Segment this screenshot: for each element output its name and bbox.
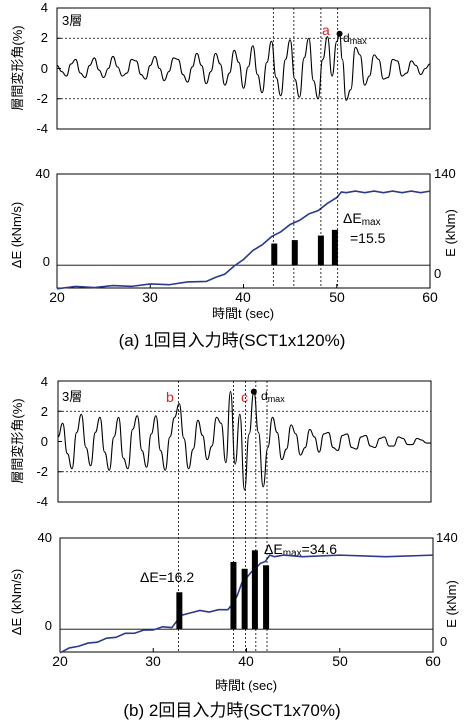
panel-a-ytick: 4 xyxy=(41,0,48,15)
delta-energy-bar xyxy=(317,235,324,266)
panel-a-ytick: -2 xyxy=(36,91,48,106)
panel-a-drift-ylabel: 層間変形角(%) xyxy=(10,25,25,110)
panel-b-xtick: 30 xyxy=(145,653,161,669)
panel-a-xlabel: 時間t (sec) xyxy=(212,306,274,321)
panel-b-annot-delta: ΔE xyxy=(264,541,283,557)
drift-series-line xyxy=(56,33,431,101)
panel-b-ytick-right: 140 xyxy=(436,530,458,545)
panel-b-ytick-left: 0 xyxy=(45,618,52,633)
panel-a-xtick: 60 xyxy=(422,289,438,305)
delta-energy-bar xyxy=(271,243,278,266)
delta-energy-bar xyxy=(291,240,298,266)
panel-a-ytick: 0 xyxy=(41,61,48,76)
panel-a-ytick-left: 0 xyxy=(43,254,50,269)
dmax-point xyxy=(250,388,257,395)
panel-b-energy-ylabel-left: ΔE (kNm/s) xyxy=(9,569,24,635)
panel-a-annot-sub: max xyxy=(362,217,381,228)
panel-b-drift-ylabel: 層間変形角(%) xyxy=(10,398,25,483)
panel-a-energy-ylabel-left: ΔE (kNm/s) xyxy=(9,202,24,268)
delta-energy-bar xyxy=(176,592,183,630)
panel-b-ytick-left: 40 xyxy=(38,530,52,545)
panel-b-dmax-label: dmax xyxy=(261,389,285,404)
panel-a-annot-value: =15.5 xyxy=(350,230,386,246)
panel-b-drift-plot: 3層 層間変形角(%) 4 2 0 -2 -4 b c dmax xyxy=(10,374,432,509)
panel-b-xtick: 50 xyxy=(332,653,348,669)
panel-b-xtick: 20 xyxy=(52,653,68,669)
panel-a-xtick: 40 xyxy=(235,289,251,305)
panel-b-energy-plot: ΔE (kNm/s) E (kNm) 40 0 140 0 20 30 40 5… xyxy=(9,381,459,693)
drift-series-line xyxy=(57,391,431,491)
panel-b-xtick: 40 xyxy=(238,653,254,669)
panel-a-ytick: -4 xyxy=(36,121,48,136)
panel-b-ytick-right: 0 xyxy=(440,634,447,649)
panel-b-annot-left: ΔE=16.2 xyxy=(140,569,194,585)
panel-a-annot-head: ΔEmax xyxy=(343,210,381,228)
panel-a-ytick-right: 140 xyxy=(434,166,456,181)
panel-a-floor-label: 3層 xyxy=(62,13,82,28)
panel-a-xtick: 50 xyxy=(329,289,345,305)
panel-b-ytick: -4 xyxy=(36,494,48,509)
delta-energy-bar xyxy=(263,565,270,630)
delta-energy-bar xyxy=(251,550,258,630)
panel-a-drift-plot: 3層 層間変形角(%) 4 2 0 -2 -4 a dmax xyxy=(10,0,431,136)
panel-a-xtick: 20 xyxy=(49,289,65,305)
panel-a-ytick-left: 40 xyxy=(36,166,50,181)
panel-b-ytick: 0 xyxy=(41,434,48,449)
panel-b-ytick: 2 xyxy=(41,404,48,419)
delta-energy-bar xyxy=(331,229,338,266)
panel-b-ytick: 4 xyxy=(41,374,48,389)
panel-b-xtick: 60 xyxy=(425,653,441,669)
cumulative-energy-line xyxy=(56,190,431,290)
panel-a-annot-delta: ΔE xyxy=(343,210,362,226)
panel-b-energy-ylabel-right: E (kNm) xyxy=(444,580,459,628)
panel-b-xlabel: 時間t (sec) xyxy=(215,678,277,693)
panel-a-energy-plot: ΔE (kNm/s) E (kNm) 40 0 140 0 20 30 40 5… xyxy=(9,8,458,321)
cumulative-energy-line xyxy=(59,554,434,654)
panel-b-floor-label: 3層 xyxy=(62,389,82,404)
panel-b-ytick: -2 xyxy=(36,464,48,479)
panel-b-marker-b: b xyxy=(166,389,174,405)
panel-a-caption: (a) 1回目入力時(SCT1x120%) xyxy=(119,331,346,350)
panel-a-ytick: 2 xyxy=(41,30,48,45)
panel-b-caption: (b) 2回目入力時(SCT1x70%) xyxy=(123,701,340,720)
panel-b-annot-head: ΔEmax=34.6 xyxy=(264,541,337,559)
panel-b-marker-c: c xyxy=(241,389,248,405)
panel-b-annot-sub: max xyxy=(283,548,302,559)
panel-a-xtick: 30 xyxy=(142,289,158,305)
panel-a-ytick-right: 0 xyxy=(434,266,441,281)
panel-b-annot-value: =34.6 xyxy=(302,541,338,557)
delta-energy-bar xyxy=(230,561,237,630)
panel-a-marker-a: a xyxy=(322,22,330,38)
panel-a-drift-frame xyxy=(56,7,431,130)
delta-energy-bar xyxy=(241,568,248,630)
panel-a-energy-ylabel-right: E (kNm) xyxy=(443,209,458,257)
